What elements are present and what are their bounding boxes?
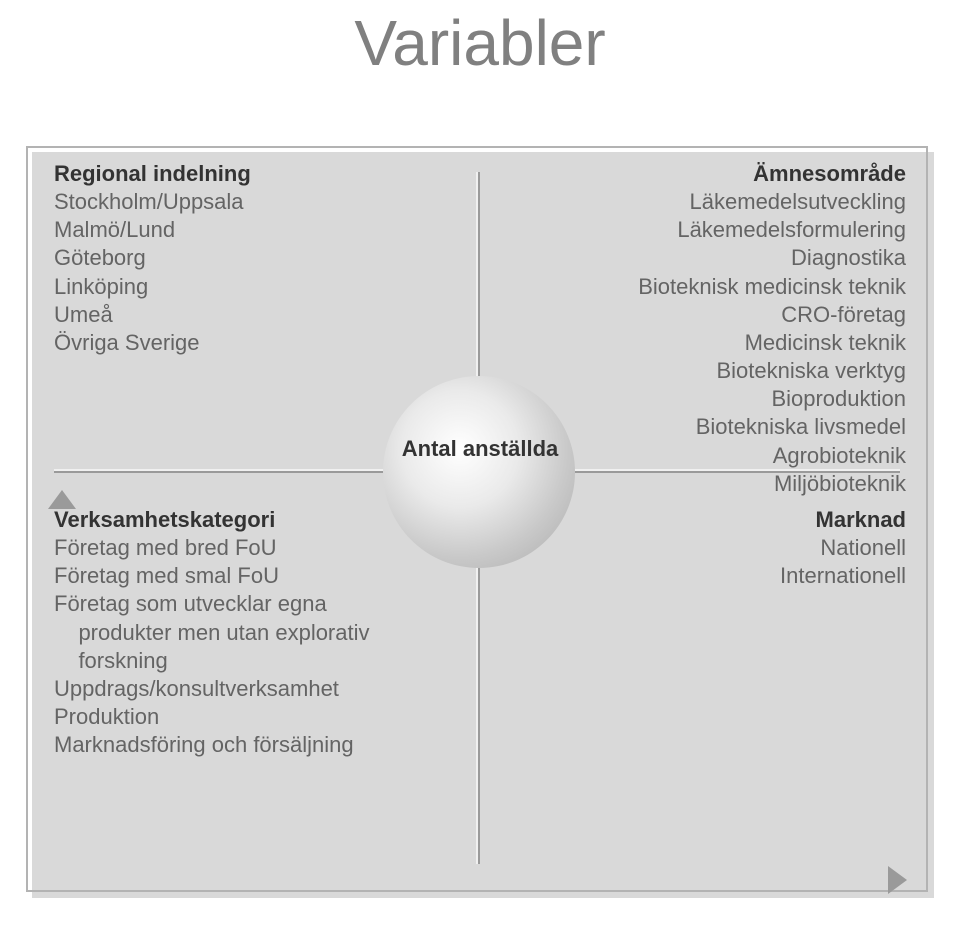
quad-bottom-right: MarknadNationellInternationell [540, 506, 906, 590]
quad-line: Agrobioteknik [540, 442, 906, 470]
quad-line: Företag med smal FoU [54, 562, 434, 590]
quad-header: Ämnesområde [540, 160, 906, 188]
center-label: Antal anställda [402, 436, 558, 462]
quad-line: CRO-företag [540, 301, 906, 329]
quad-bottom-left: VerksamhetskategoriFöretag med bred FoUF… [54, 506, 434, 759]
quad-header: Verksamhetskategori [54, 506, 434, 534]
quad-line: Internationell [540, 562, 906, 590]
quad-line: Läkemedelsutveckling [540, 188, 906, 216]
quad-line: Uppdrags/konsultverksamhet [54, 675, 434, 703]
quad-line: Linköping [54, 273, 434, 301]
quad-header: Marknad [540, 506, 906, 534]
quad-line: Bioteknisk medicinsk teknik [540, 273, 906, 301]
quad-line: Läkemedelsformulering [540, 216, 906, 244]
quad-line: Stockholm/Uppsala [54, 188, 434, 216]
quad-line: Medicinsk teknik [540, 329, 906, 357]
quad-line: forskning [54, 647, 434, 675]
quad-header: Regional indelning [54, 160, 434, 188]
diagram-title: Variabler [354, 6, 605, 80]
quad-line: produkter men utan explorativ [54, 619, 434, 647]
quad-line: Biotekniska verktyg [540, 357, 906, 385]
quad-line: Företag som utvecklar egna [54, 590, 434, 618]
quad-line: Umeå [54, 301, 434, 329]
quad-line: Diagnostika [540, 244, 906, 272]
quad-line: Göteborg [54, 244, 434, 272]
quad-top-left: Regional indelningStockholm/UppsalaMalmö… [54, 160, 434, 357]
quad-top-right: ÄmnesområdeLäkemedelsutvecklingLäkemedel… [540, 160, 906, 498]
axis-arrow-up [48, 490, 76, 509]
quad-line: Nationell [540, 534, 906, 562]
quad-line: Marknadsföring och försäljning [54, 731, 434, 759]
axis-arrow-right [888, 866, 907, 894]
quad-line: Produktion [54, 703, 434, 731]
quad-line: Malmö/Lund [54, 216, 434, 244]
quad-line: Bioproduktion [540, 385, 906, 413]
quad-line: Miljöbioteknik [540, 470, 906, 498]
quad-line: Företag med bred FoU [54, 534, 434, 562]
quad-line: Övriga Sverige [54, 329, 434, 357]
diagram-canvas: Variabler Antal anställda Regional indel… [0, 0, 960, 942]
quad-line: Biotekniska livsmedel [540, 413, 906, 441]
